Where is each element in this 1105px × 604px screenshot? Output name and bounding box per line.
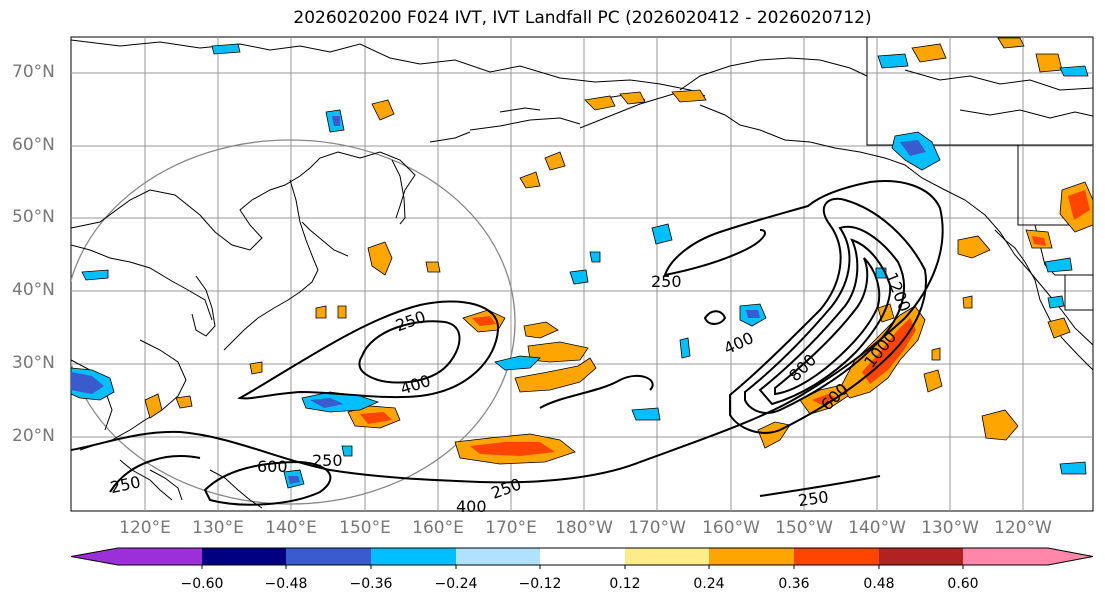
longitude-label: 150°E xyxy=(339,518,391,538)
negative-pc-regions xyxy=(71,43,1089,489)
gridlines xyxy=(71,37,1093,511)
longitude-label: 130°W xyxy=(921,518,979,538)
contour-label: 600 xyxy=(257,457,288,476)
longitude-label: 180°W xyxy=(555,518,613,538)
page-title: 2026020200 F024 IVT, IVT Landfall PC (20… xyxy=(293,8,872,28)
coastlines xyxy=(71,37,1093,509)
contour-label: 400 xyxy=(456,497,487,516)
longitude-label: 170°W xyxy=(628,518,686,538)
longitude-label: 120°E xyxy=(119,518,171,538)
contour-label: 250 xyxy=(797,487,830,510)
colorbar-tick-label: 0.36 xyxy=(778,576,810,592)
colorbar-tick-label: 0.48 xyxy=(863,576,895,592)
longitude-label: 140°E xyxy=(265,518,317,538)
colorbar-tick-label: 0.24 xyxy=(693,576,725,592)
colorbar-tick-label: 0.60 xyxy=(947,576,979,592)
latitude-label: 20°N xyxy=(12,426,55,446)
colorbar-tick-label: −0.48 xyxy=(264,576,308,592)
colorbar-tick-label: −0.24 xyxy=(434,576,478,592)
latitude-label: 70°N xyxy=(12,62,55,82)
latitude-label: 30°N xyxy=(12,353,55,373)
latitude-label: 40°N xyxy=(12,280,55,300)
colorbar-tick-label: 0.12 xyxy=(609,576,641,592)
longitude-label: 140°W xyxy=(848,518,906,538)
longitude-label: 150°W xyxy=(775,518,833,538)
longitude-label: 160°E xyxy=(412,518,464,538)
latitude-label: 50°N xyxy=(12,207,55,227)
longitude-label: 170°E xyxy=(485,518,537,538)
longitude-label: 120°W xyxy=(994,518,1052,538)
colorbar-tick-label: −0.12 xyxy=(518,576,562,592)
ivt-contours xyxy=(71,180,944,506)
latitude-label: 60°N xyxy=(12,135,55,155)
contour-label: 250 xyxy=(651,272,682,291)
landfall-region-circle xyxy=(71,139,516,505)
colorbar-tick-label: −0.36 xyxy=(349,576,393,592)
longitude-label: 130°E xyxy=(192,518,244,538)
longitude-label: 160°W xyxy=(702,518,760,538)
positive-pc-regions xyxy=(144,37,1093,465)
colorbar-tick-label: −0.60 xyxy=(180,576,224,592)
contour-label: 250 xyxy=(312,451,343,470)
